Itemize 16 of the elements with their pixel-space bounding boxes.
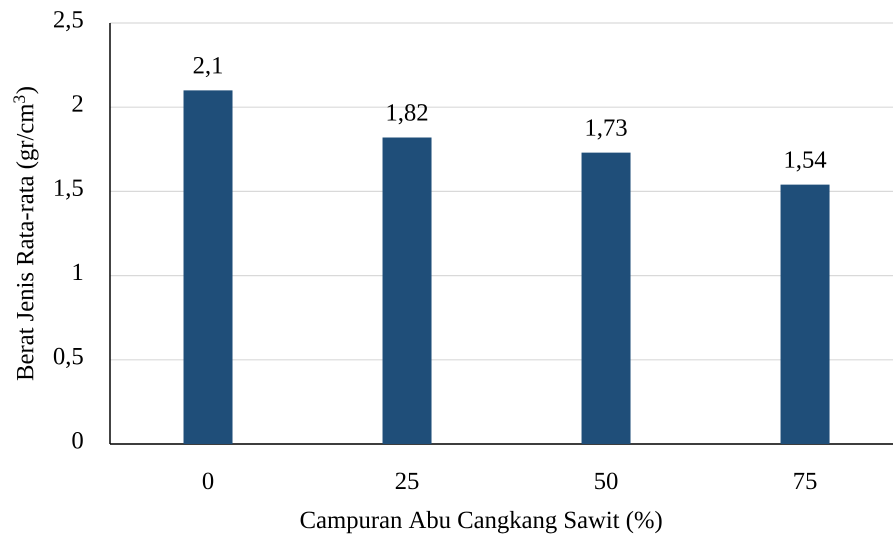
y-tick-label: 1,5 [55,180,83,200]
y-tick-label: 2 [72,95,82,112]
x-tick-label: 25 [396,472,418,490]
y-tick-label: 0 [72,432,83,449]
y-axis-title: Berat Jenis Rata-rata (gr/cm$^{3}$) [13,87,39,380]
x-tick-label: 75 [794,472,816,490]
y-tick-label: 2,5 [54,11,83,32]
y-tick-label: 0,5 [54,348,83,368]
data-label: 1,54 [786,151,826,172]
data-label: 2,1 [194,57,222,78]
x-axis-title: Campuran Abu Cangkang Sawit (%) [300,510,662,534]
data-label: 1,82 [388,104,428,124]
data-label: 1,73 [586,119,627,140]
x-tick-label: 0 [202,472,214,490]
x-tick-label: 50 [595,472,618,490]
y-tick-label: 1 [74,264,82,280]
